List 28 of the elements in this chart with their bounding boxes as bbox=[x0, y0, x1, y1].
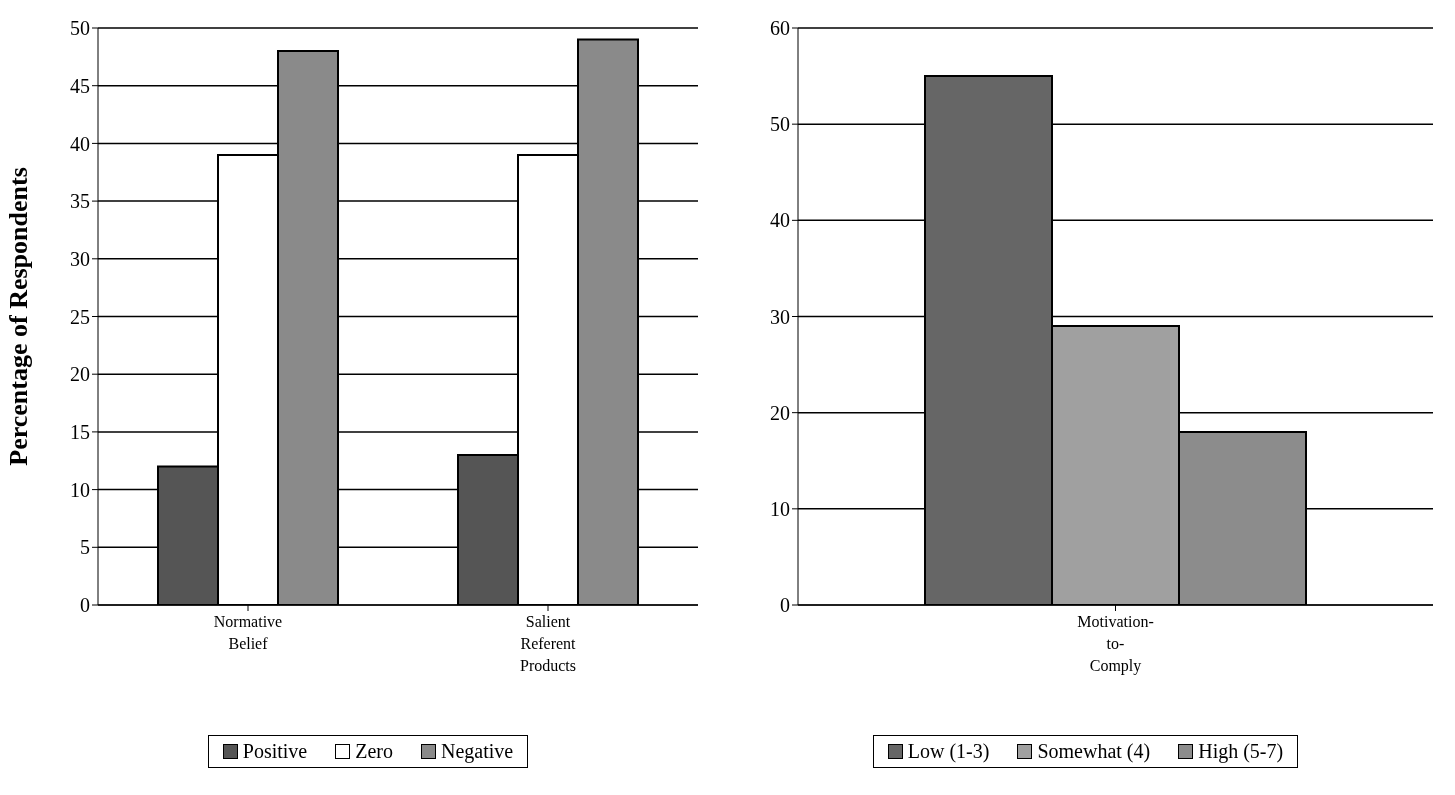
legend-label: High (5-7) bbox=[1198, 740, 1284, 763]
y-tick-label: 40 bbox=[770, 209, 790, 232]
y-tick-label: 20 bbox=[770, 401, 790, 424]
y-axis-title: Percentage of Respondents bbox=[4, 167, 34, 466]
y-tick-label: 15 bbox=[70, 421, 90, 443]
y-tick-label: 60 bbox=[770, 17, 790, 40]
y-tick-label: 30 bbox=[770, 305, 790, 328]
y-tick-label: 35 bbox=[70, 190, 90, 213]
legend-label: Negative bbox=[441, 740, 514, 763]
legend-label: Positive bbox=[242, 740, 308, 763]
y-tick-label: 0 bbox=[780, 594, 790, 617]
legend-label: Low (1-3) bbox=[907, 740, 990, 763]
y-tick-label: 20 bbox=[70, 363, 90, 386]
legend-label: Somewhat (4) bbox=[1037, 740, 1151, 763]
y-tick-label: 50 bbox=[770, 113, 790, 136]
x-tick-label: Normative Belief bbox=[213, 613, 283, 652]
y-tick-label: 0 bbox=[80, 594, 90, 617]
y-tick-label: 45 bbox=[70, 74, 90, 97]
x-tick-label: Motivation-to-Comply bbox=[1077, 613, 1154, 675]
y-tick-label: 30 bbox=[70, 247, 90, 270]
y-tick-label: 10 bbox=[770, 497, 790, 520]
y-tick-label: 25 bbox=[70, 305, 90, 328]
y-tick-label: 5 bbox=[80, 536, 90, 559]
y-tick-label: 40 bbox=[70, 132, 90, 155]
legend-label: Zero bbox=[355, 740, 394, 763]
y-tick-label: 50 bbox=[70, 17, 90, 40]
y-tick-label: 10 bbox=[70, 478, 90, 501]
x-tick-label: Salient Referent Products bbox=[520, 613, 577, 674]
